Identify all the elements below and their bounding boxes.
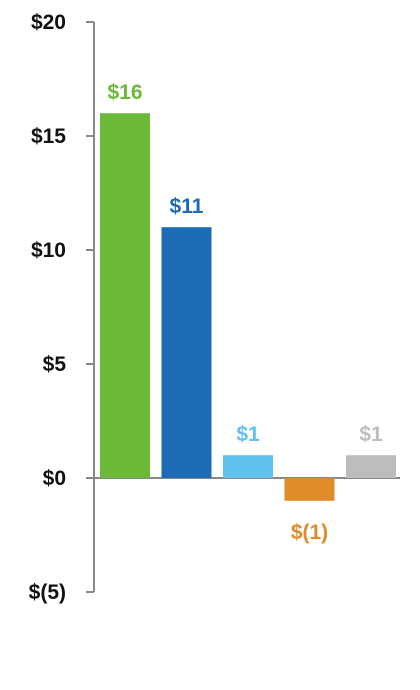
bar-5 — [346, 455, 396, 478]
bar-value-label-1: $16 — [107, 81, 142, 104]
axes: $20 $15 $10 $5 $0 $(5) — [29, 11, 400, 604]
bars — [100, 113, 396, 501]
y-tick-label: $20 — [31, 11, 66, 34]
bar-value-label-5: $1 — [359, 423, 383, 446]
bar-value-label-2: $11 — [170, 195, 204, 218]
y-tick-label: $15 — [31, 125, 66, 148]
y-ticks: $20 $15 $10 $5 $0 $(5) — [29, 11, 94, 604]
bar-4 — [284, 478, 335, 501]
bar-1 — [100, 113, 150, 478]
y-tick-label: $(5) — [29, 581, 66, 604]
y-tick-label: $5 — [43, 353, 67, 376]
bar-3 — [223, 455, 273, 478]
data-labels: $16 $11 $1 $(1) $1 — [107, 81, 383, 544]
bar-value-label-3: $1 — [236, 423, 260, 446]
y-tick-label: $0 — [43, 467, 66, 490]
bar-2 — [161, 227, 212, 478]
bar-value-label-4: $(1) — [291, 521, 328, 544]
y-tick-label: $10 — [31, 239, 66, 262]
